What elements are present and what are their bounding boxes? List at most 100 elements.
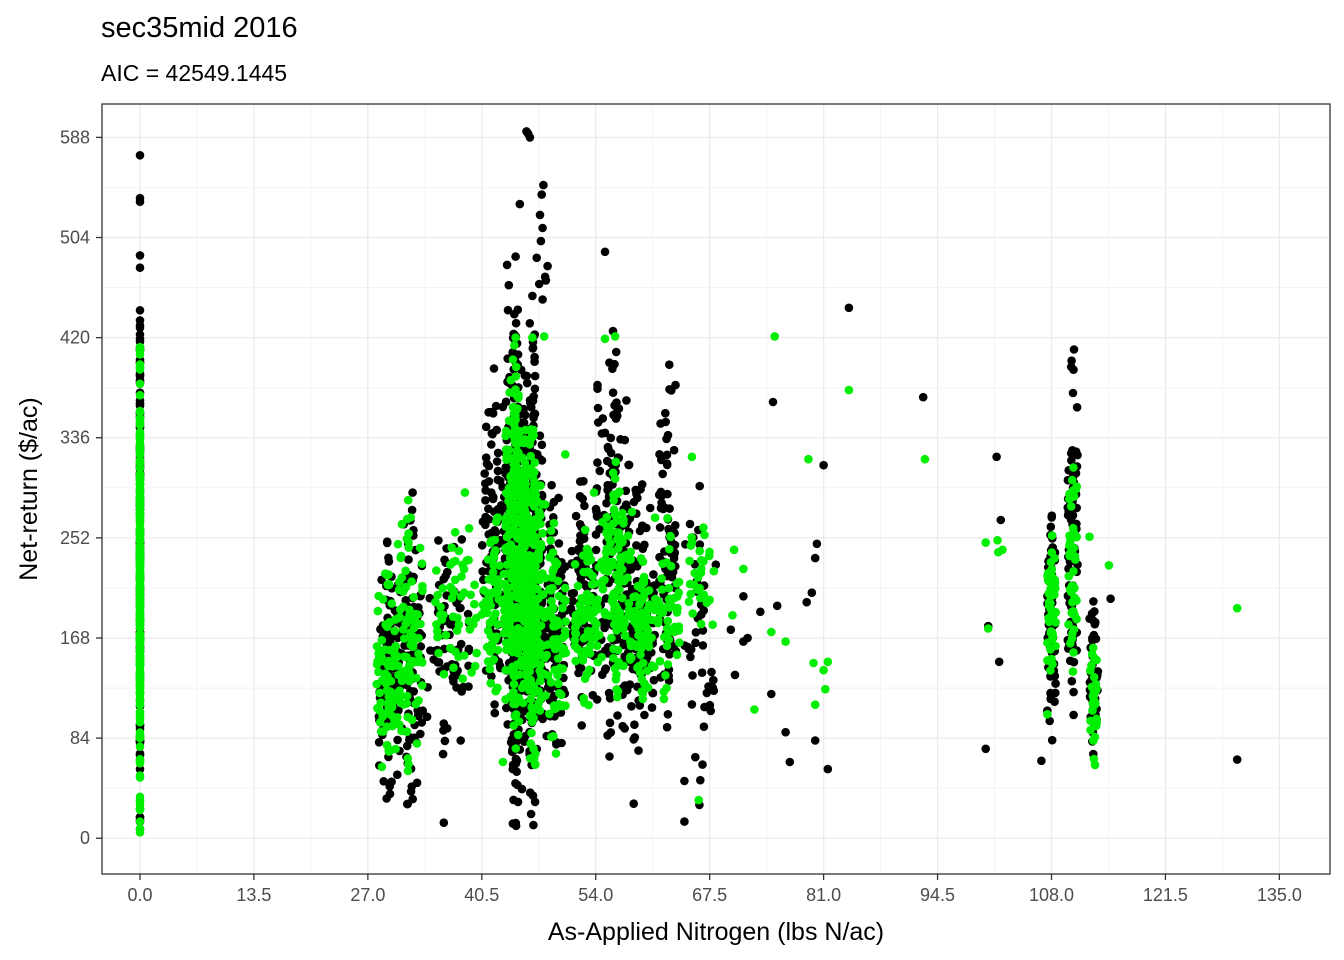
data-point bbox=[1232, 755, 1242, 764]
data-point bbox=[373, 606, 383, 616]
data-point bbox=[1046, 522, 1056, 532]
y-tick-label: 0 bbox=[80, 828, 90, 848]
data-point bbox=[394, 613, 404, 623]
data-point bbox=[579, 694, 588, 703]
data-point bbox=[527, 565, 536, 574]
data-point bbox=[655, 607, 665, 617]
data-point bbox=[481, 496, 490, 505]
data-point bbox=[511, 604, 521, 613]
data-point bbox=[501, 397, 511, 407]
data-point bbox=[667, 386, 676, 395]
data-point bbox=[493, 466, 503, 476]
data-point bbox=[672, 650, 682, 660]
data-point bbox=[405, 676, 414, 686]
data-point bbox=[135, 730, 145, 740]
data-point bbox=[417, 559, 427, 568]
data-point bbox=[416, 619, 425, 629]
data-point bbox=[662, 683, 671, 693]
data-point bbox=[521, 479, 530, 489]
data-point bbox=[489, 553, 499, 562]
data-point bbox=[561, 596, 570, 606]
data-point bbox=[1106, 594, 1115, 603]
data-point bbox=[561, 701, 570, 710]
data-point bbox=[543, 671, 553, 680]
data-point bbox=[477, 541, 487, 550]
data-point bbox=[770, 332, 779, 341]
data-point bbox=[513, 454, 523, 464]
data-point bbox=[449, 663, 458, 672]
data-point bbox=[638, 694, 648, 704]
data-point bbox=[407, 715, 417, 725]
data-point bbox=[647, 633, 656, 642]
data-point bbox=[385, 789, 395, 799]
y-tick-label: 336 bbox=[60, 428, 90, 448]
data-point bbox=[518, 615, 528, 624]
data-point bbox=[992, 452, 1001, 462]
data-point bbox=[598, 584, 608, 594]
data-point bbox=[614, 584, 623, 594]
data-point bbox=[432, 620, 441, 629]
data-point bbox=[1047, 735, 1057, 745]
data-point bbox=[414, 696, 423, 705]
data-point bbox=[470, 661, 480, 671]
data-point bbox=[686, 652, 695, 662]
data-point bbox=[657, 574, 666, 583]
data-point bbox=[438, 749, 448, 759]
data-point bbox=[135, 700, 145, 710]
data-point bbox=[384, 553, 393, 563]
data-point bbox=[439, 610, 448, 620]
data-point bbox=[1072, 614, 1081, 624]
data-point bbox=[666, 532, 675, 542]
data-point bbox=[607, 633, 616, 643]
data-point bbox=[135, 564, 145, 573]
data-point bbox=[484, 461, 494, 471]
data-point bbox=[582, 669, 592, 679]
data-point bbox=[417, 718, 427, 727]
data-point bbox=[530, 458, 540, 467]
data-point bbox=[1232, 603, 1242, 613]
data-point bbox=[618, 537, 627, 547]
data-point bbox=[135, 668, 145, 678]
data-point bbox=[436, 602, 445, 612]
data-point bbox=[135, 365, 145, 374]
data-point bbox=[493, 475, 503, 485]
data-point bbox=[672, 579, 682, 588]
data-point bbox=[1089, 672, 1099, 682]
data-point bbox=[648, 688, 658, 698]
data-point bbox=[547, 480, 556, 490]
data-point bbox=[402, 741, 412, 751]
y-tick-label: 252 bbox=[60, 528, 90, 548]
data-point bbox=[1067, 676, 1077, 686]
data-point bbox=[821, 684, 830, 694]
data-point bbox=[685, 556, 694, 566]
data-point bbox=[511, 759, 521, 768]
data-point bbox=[1089, 687, 1099, 697]
data-point bbox=[672, 608, 682, 617]
data-point bbox=[530, 371, 540, 381]
data-point bbox=[807, 588, 817, 597]
y-tick-label: 420 bbox=[60, 328, 90, 348]
data-point bbox=[605, 718, 615, 728]
data-point bbox=[535, 210, 545, 220]
data-point bbox=[529, 645, 539, 654]
data-point bbox=[511, 744, 521, 753]
data-point bbox=[135, 342, 145, 352]
data-point bbox=[393, 713, 402, 722]
data-point bbox=[570, 623, 580, 632]
data-point bbox=[511, 424, 520, 433]
data-point bbox=[1045, 716, 1054, 726]
data-point bbox=[490, 535, 500, 545]
data-point bbox=[1046, 604, 1055, 614]
data-point bbox=[493, 448, 503, 458]
data-point bbox=[657, 585, 667, 594]
data-point bbox=[551, 749, 561, 758]
data-point bbox=[433, 590, 443, 600]
data-point bbox=[135, 646, 145, 656]
data-point bbox=[600, 334, 610, 344]
data-point bbox=[448, 612, 458, 621]
data-point bbox=[695, 481, 704, 491]
data-point bbox=[530, 352, 539, 362]
data-point bbox=[620, 631, 630, 640]
data-point bbox=[580, 614, 589, 623]
data-point bbox=[135, 659, 145, 668]
